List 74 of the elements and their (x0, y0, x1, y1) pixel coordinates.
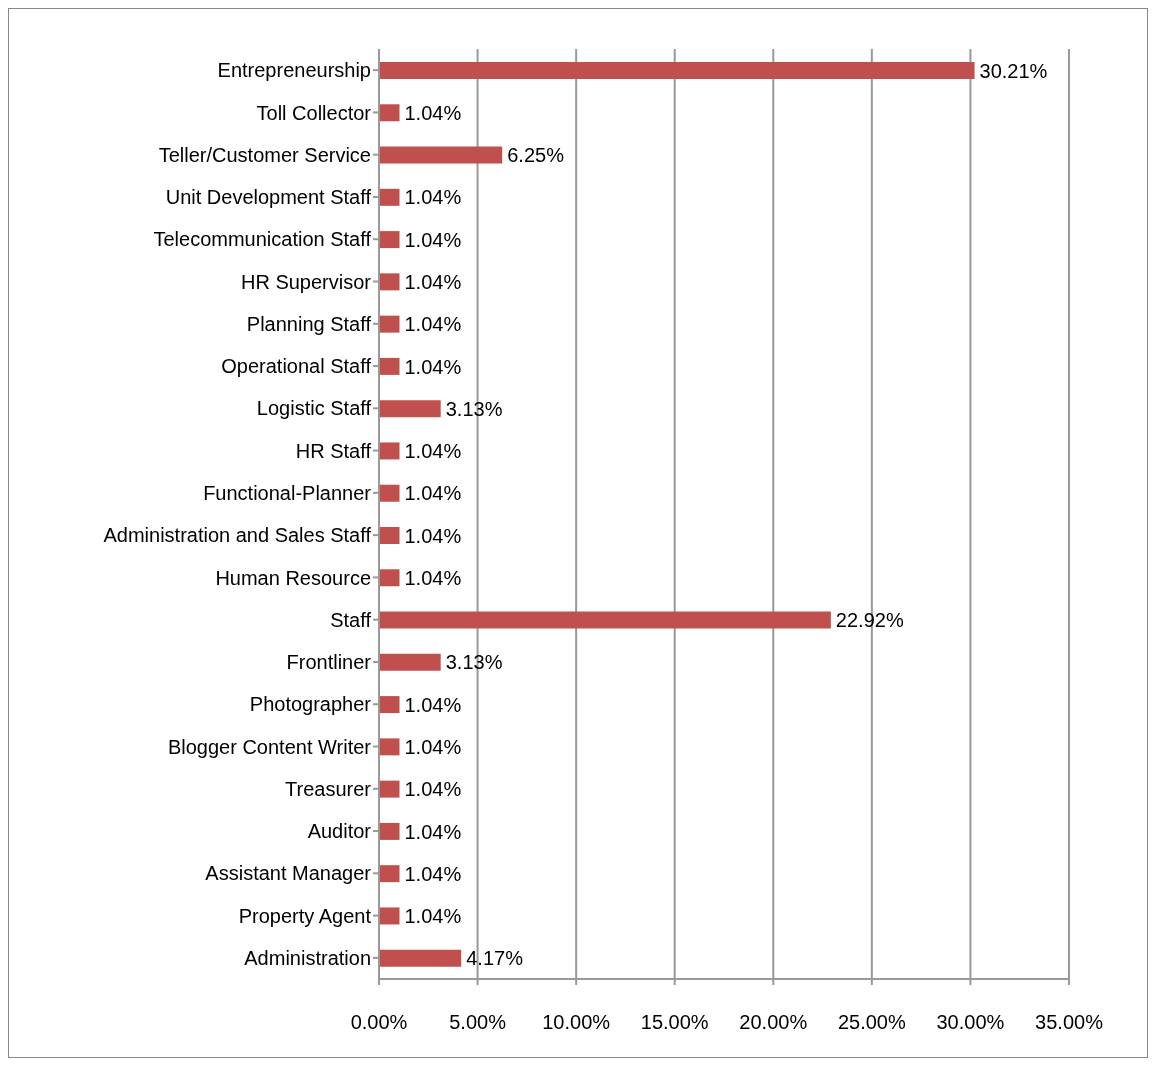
data-label: 1.04% (404, 862, 462, 885)
y-tick-label: Treasurer (285, 777, 372, 800)
x-tick-label: 15.00% (640, 1011, 709, 1034)
bar (379, 442, 400, 460)
data-label: 1.04% (404, 440, 462, 463)
y-tick-label: Photographer (249, 693, 372, 716)
x-tick-label: 35.00% (1035, 1011, 1104, 1034)
y-tick-label: HR Staff (295, 439, 372, 462)
y-tick-label: Planning Staff (246, 312, 372, 335)
y-tick-label: Logistic Staff (256, 397, 372, 420)
bar (379, 907, 400, 925)
data-label: 6.25% (507, 144, 565, 167)
data-label: 1.04% (404, 482, 462, 505)
y-tick-label: HR Supervisor (240, 270, 372, 293)
bar (379, 569, 400, 587)
data-label: 1.04% (404, 313, 462, 336)
bar (379, 780, 400, 798)
y-tick-label: Property Agent (238, 904, 372, 927)
y-tick-label: Administration (244, 946, 371, 969)
bar (379, 738, 400, 756)
y-tick-label: Teller/Customer Service (158, 143, 371, 166)
bar (379, 104, 400, 122)
data-label: 1.04% (404, 270, 462, 293)
y-tick-label: Staff (330, 608, 372, 631)
y-tick-label: Administration and Sales Staff (103, 524, 372, 547)
data-label: 1.04% (404, 186, 462, 209)
y-tick-label: Unit Development Staff (165, 186, 372, 209)
bar (379, 865, 400, 883)
data-label: 1.04% (404, 778, 462, 801)
bar (379, 611, 831, 629)
x-tick-label: 5.00% (449, 1011, 507, 1034)
bar (379, 400, 441, 418)
bar (379, 653, 441, 671)
data-label: 3.13% (445, 397, 503, 420)
bar (379, 527, 400, 544)
data-label: 1.04% (404, 693, 462, 716)
bar (379, 949, 462, 967)
x-tick-label: 30.00% (936, 1011, 1005, 1034)
y-tick-label: Entrepreneurship (217, 59, 371, 82)
bar (379, 188, 400, 206)
data-label: 1.04% (404, 228, 462, 251)
data-label: 1.04% (404, 524, 462, 547)
bar (379, 822, 400, 840)
bar (379, 62, 975, 79)
y-tick-label: Blogger Content Writer (167, 735, 372, 758)
data-label: 30.21% (979, 59, 1048, 82)
x-tick-label: 25.00% (837, 1011, 906, 1034)
bar (379, 484, 400, 502)
y-tick-label: Functional-Planner (203, 481, 372, 504)
data-label: 3.13% (445, 651, 503, 674)
data-label: 1.04% (404, 101, 462, 124)
bar (379, 231, 400, 249)
x-tick-label: 20.00% (739, 1011, 808, 1034)
bar (379, 146, 503, 164)
data-label: 1.04% (404, 735, 462, 758)
bar (379, 273, 400, 291)
x-tick-label: 10.00% (542, 1011, 611, 1034)
y-tick-label: Frontliner (286, 651, 372, 674)
y-tick-label: Operational Staff (221, 355, 372, 378)
y-tick-label: Human Resource (215, 566, 371, 589)
data-label: 4.17% (466, 947, 524, 970)
data-label: 1.04% (404, 355, 462, 378)
data-label: 22.92% (835, 609, 904, 632)
bar (379, 357, 400, 375)
bar (379, 696, 400, 714)
x-tick-label: 0.00% (350, 1011, 408, 1034)
y-tick-label: Auditor (307, 820, 372, 843)
bar (379, 315, 400, 333)
data-label: 1.04% (404, 566, 462, 589)
data-label: 1.04% (404, 905, 462, 928)
y-tick-label: Toll Collector (256, 101, 372, 124)
y-tick-label: Assistant Manager (205, 862, 372, 885)
y-tick-label: Telecommunication Staff (153, 228, 372, 251)
data-label: 1.04% (404, 820, 462, 843)
